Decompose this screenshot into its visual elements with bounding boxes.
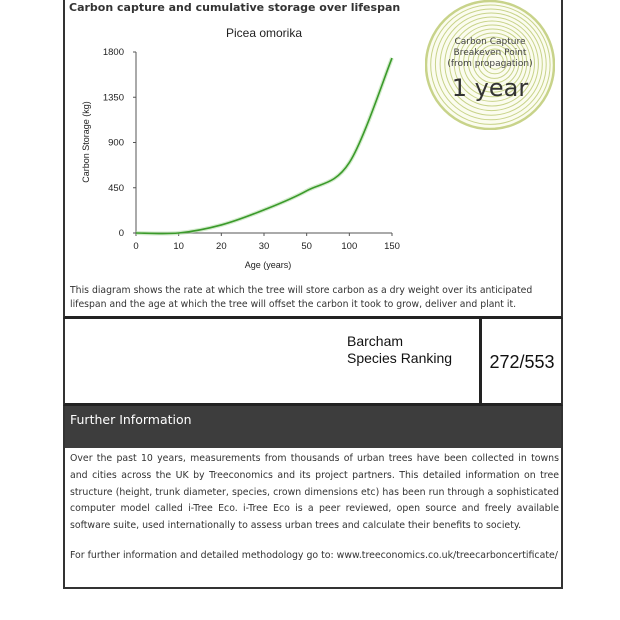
- tree-ring: [453, 24, 532, 102]
- breakeven-label: Carbon Capture Breakeven Point (from pro…: [425, 37, 555, 70]
- tree-ring: [477, 44, 512, 79]
- tree-ring: [430, 4, 551, 125]
- y-tick-label: 0: [119, 228, 124, 239]
- series-glow: [135, 57, 394, 236]
- tree-ring: [458, 28, 528, 98]
- x-tick-label: 150: [384, 241, 400, 252]
- section-title: Carbon capture and cumulative storage ov…: [69, 1, 401, 14]
- breakeven-value: 1 year: [451, 74, 529, 102]
- y-tick-label: 900: [108, 138, 124, 149]
- tree-ring-badge: [425, 0, 555, 130]
- badge-line1: Carbon Capture: [454, 37, 526, 47]
- x-tick-label: 10: [173, 241, 184, 252]
- tree-ring: [481, 48, 508, 75]
- x-tick-label: 0: [133, 241, 138, 252]
- x-tick-label: 30: [259, 241, 270, 252]
- ranking-label-line1: Barcham: [347, 333, 404, 349]
- badge-line3: (from propagation): [447, 59, 533, 69]
- y-axis-label: Carbon Storage (kg): [81, 101, 91, 183]
- badge-line2: Breakeven Point: [453, 48, 527, 58]
- divider: [479, 319, 482, 403]
- further-info-text: Over the past 10 years, measurements fro…: [70, 453, 559, 532]
- x-axis-label: Age (years): [245, 260, 292, 270]
- tree-ring: [467, 36, 520, 89]
- further-info-body: Over the past 10 years, measurements fro…: [63, 448, 563, 589]
- species-ranking: Barcham Species Ranking 272/553: [63, 319, 563, 406]
- x-tick-label: 50: [301, 241, 312, 252]
- ranking-label: Barcham Species Ranking: [347, 333, 452, 367]
- further-info-title: Further Information: [70, 412, 192, 427]
- chart-caption: This diagram shows the rate at which the…: [70, 285, 533, 310]
- ranking-label-line2: Species Ranking: [347, 350, 453, 366]
- y-tick-label: 1350: [103, 92, 124, 103]
- tree-ring: [444, 16, 539, 112]
- methodology-link[interactable]: For further information and detailed met…: [70, 550, 558, 561]
- x-tick-label: 100: [341, 241, 357, 252]
- tree-ring: [486, 52, 504, 70]
- x-tick-label: 20: [216, 241, 227, 252]
- tree-ring: [463, 32, 524, 93]
- y-tick-label: 1800: [103, 47, 124, 58]
- y-tick-label: 450: [108, 183, 124, 194]
- chart-section: Carbon capture and cumulative storage ov…: [63, 0, 563, 319]
- tree-ring: [472, 40, 516, 84]
- tree-ring: [434, 8, 547, 121]
- series-line: [135, 57, 393, 235]
- further-info-header: Further Information: [63, 406, 563, 448]
- carbon-chart: Picea omorika Age (years) Carbon Storage…: [81, 26, 400, 270]
- tree-ring: [439, 12, 543, 116]
- ranking-value: 272/553: [489, 352, 555, 372]
- chart-title: Picea omorika: [226, 26, 302, 40]
- tree-ring: [449, 20, 535, 107]
